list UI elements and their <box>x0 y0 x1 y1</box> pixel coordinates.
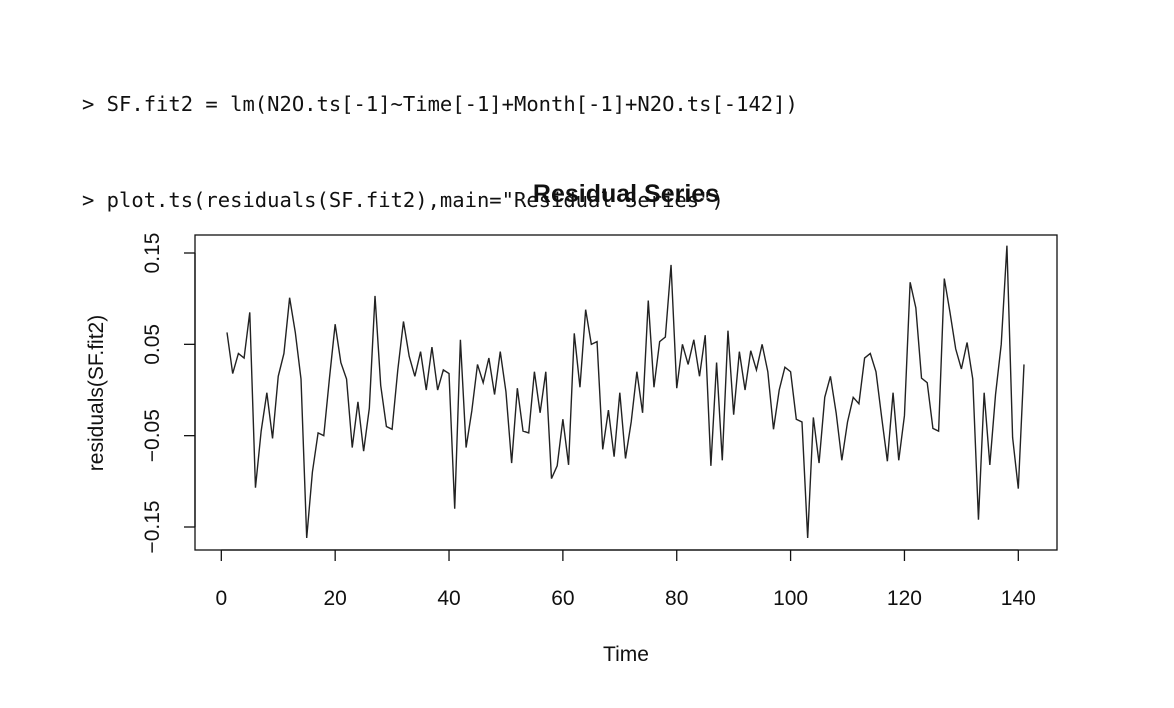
y-tick-label: −0.15 <box>141 500 164 553</box>
x-tick-label: 40 <box>437 587 460 610</box>
residual-series-line <box>226 245 1025 539</box>
x-tick-label: 60 <box>551 587 574 610</box>
x-tick-label: 100 <box>773 587 808 610</box>
plot-box <box>194 234 1058 551</box>
chart-title: Residual Series <box>533 180 719 208</box>
y-tick-label: 0.15 <box>141 233 164 274</box>
console-output: > SF.fit2 = lm(N2O.ts[-1]~Time[-1]+Month… <box>82 24 798 248</box>
x-axis: 0 20 40 60 80 100 120 140 <box>215 549 1036 610</box>
y-axis-label: residuals(SF.fit2) <box>85 315 108 471</box>
y-axis: −0.15 −0.05 0.05 0.15 <box>141 233 196 554</box>
x-tick-label: 0 <box>215 587 227 610</box>
x-tick-label: 140 <box>1001 587 1036 610</box>
console-line-1: > SF.fit2 = lm(N2O.ts[-1]~Time[-1]+Month… <box>82 92 798 116</box>
x-tick-label: 120 <box>887 587 922 610</box>
x-axis-label: Time <box>603 643 649 666</box>
x-tick-label: 20 <box>323 587 346 610</box>
y-tick-label: 0.05 <box>141 324 164 365</box>
y-tick-label: −0.05 <box>141 409 164 462</box>
x-tick-label: 80 <box>665 587 688 610</box>
console-line-2: > plot.ts(residuals(SF.fit2),main="Resid… <box>82 188 724 212</box>
